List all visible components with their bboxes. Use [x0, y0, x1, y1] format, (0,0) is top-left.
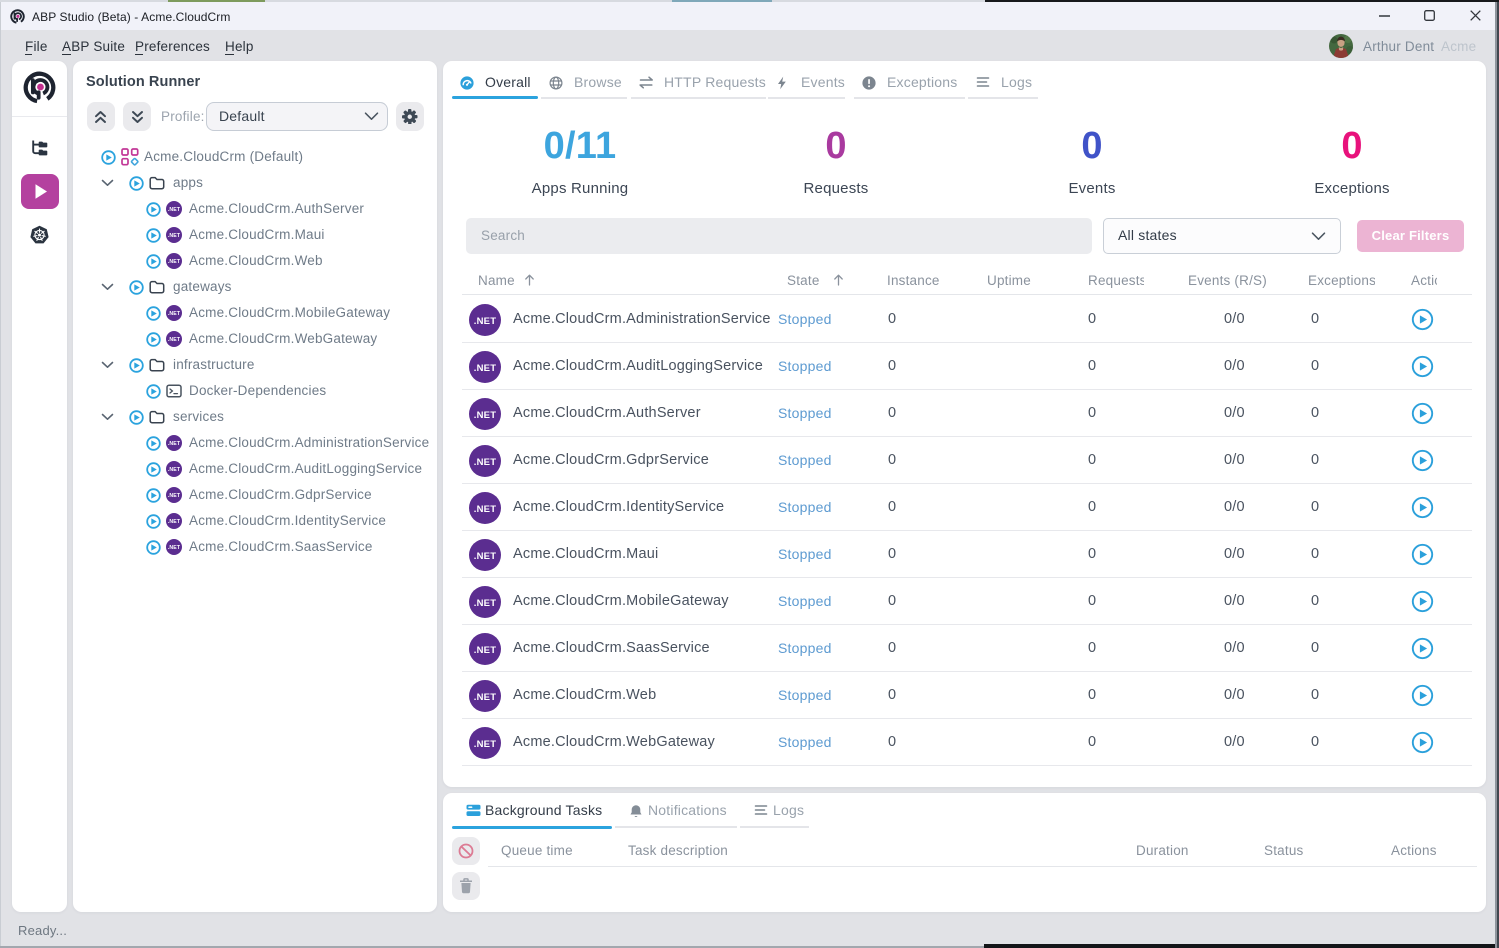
- svg-text:.NET: .NET: [168, 337, 181, 343]
- svg-text:.NET: .NET: [474, 456, 496, 467]
- svg-text:.NET: .NET: [474, 362, 496, 373]
- svg-text:.NET: .NET: [474, 409, 496, 420]
- svg-text:.NET: .NET: [168, 519, 181, 525]
- svg-text:.NET: .NET: [474, 644, 496, 655]
- svg-text:.NET: .NET: [168, 233, 181, 239]
- svg-text:.NET: .NET: [168, 441, 181, 447]
- svg-text:.NET: .NET: [474, 315, 496, 326]
- svg-text:.NET: .NET: [474, 503, 496, 514]
- svg-text:.NET: .NET: [474, 550, 496, 561]
- svg-text:.NET: .NET: [168, 207, 181, 213]
- svg-text:.NET: .NET: [474, 691, 496, 702]
- svg-text:.NET: .NET: [168, 493, 181, 499]
- svg-text:.NET: .NET: [168, 259, 181, 265]
- svg-text:.NET: .NET: [168, 311, 181, 317]
- svg-text:.NET: .NET: [168, 467, 181, 473]
- svg-text:.NET: .NET: [168, 545, 181, 551]
- svg-text:.NET: .NET: [474, 597, 496, 608]
- svg-text:.NET: .NET: [474, 738, 496, 749]
